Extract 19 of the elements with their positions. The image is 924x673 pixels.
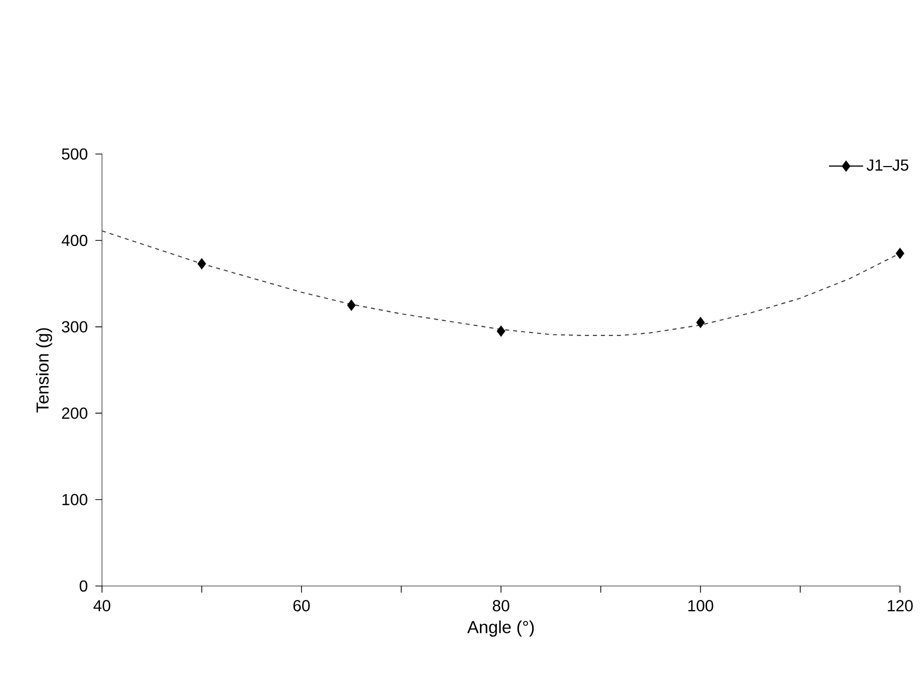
point	[197, 258, 206, 270]
y-tick-label: 200	[62, 408, 88, 419]
y-tick-label: 100	[62, 494, 88, 506]
y-tick-label: 0	[80, 580, 88, 592]
x-axis-title: Angle (°)	[467, 620, 534, 637]
point	[896, 248, 904, 259]
x-tick-label: 80	[492, 600, 510, 612]
point	[347, 300, 356, 311]
point	[696, 316, 705, 328]
x-tick-label: 120	[888, 600, 913, 612]
y-axis-title: Tension (g)	[36, 328, 52, 412]
x-tick-label: 100	[688, 600, 714, 612]
point	[496, 326, 506, 337]
x-tick-label: 40	[93, 600, 110, 612]
y-tick-label: 300	[62, 321, 88, 332]
y-tick-label: 400	[62, 234, 88, 246]
legend-label: J1–J5	[866, 160, 908, 171]
y-tick-label: 500	[62, 148, 88, 160]
x-tick-label: 60	[293, 600, 310, 612]
